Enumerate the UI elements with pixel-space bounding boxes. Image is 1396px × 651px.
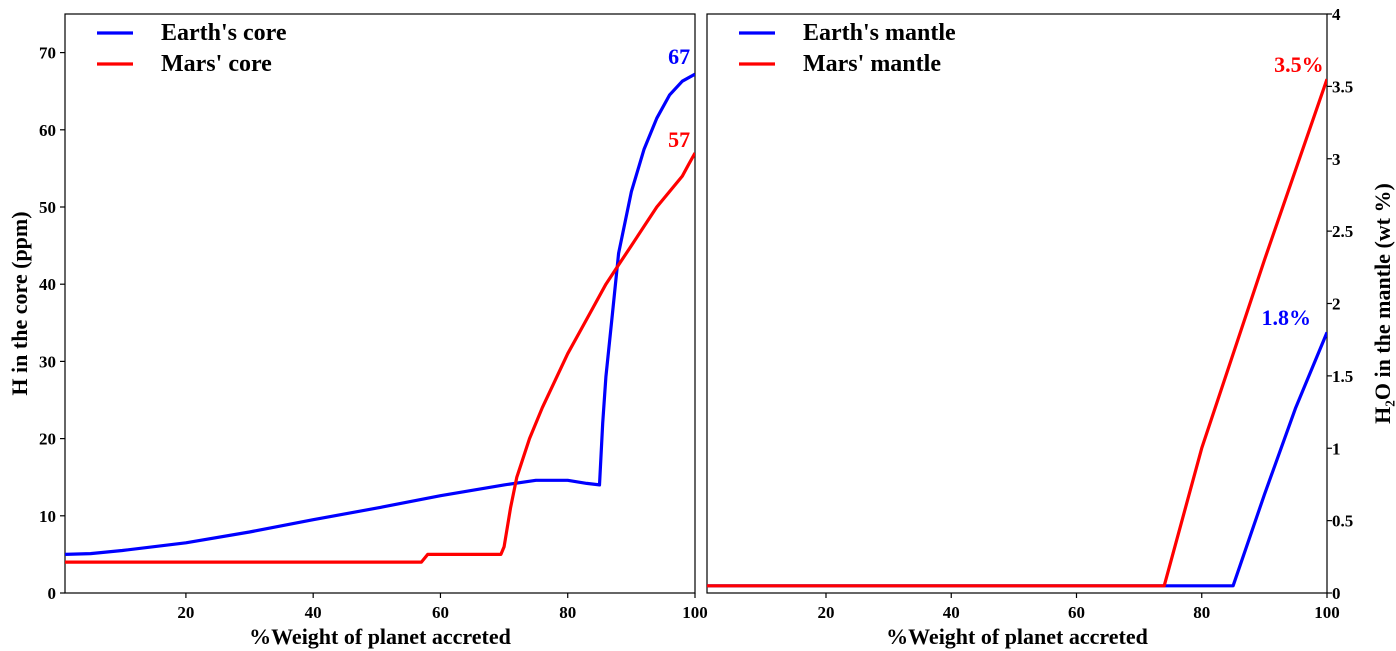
y-tick-label: 20	[39, 430, 56, 449]
y-tick-label: 10	[39, 507, 56, 526]
legend-label: Mars' mantle	[803, 51, 941, 77]
y-tick-label: 50	[39, 198, 56, 217]
x-axis-label: %Weight of planet accreted	[249, 624, 511, 649]
panel-left: 20 40 60 80 100 0 10 20 30 40 50 60 70 %Weight of pla…	[7, 13, 708, 649]
y-tick-label: 60	[39, 121, 56, 140]
y-tick-label: 0.5	[1332, 512, 1353, 531]
data-annotation: 3.5%	[1274, 52, 1324, 77]
y-tick-label: 0	[48, 584, 57, 603]
x-tick-label: 100	[1314, 603, 1340, 622]
y-tick-label: 30	[39, 352, 56, 371]
series-line-earth-s-core	[65, 72, 695, 556]
y-axis-label: H₂O in the mantle (wt %)	[1370, 183, 1395, 424]
plot-frame	[64, 13, 696, 594]
legend-label: Mars' core	[161, 51, 272, 77]
series-line-earth-s-mantle	[707, 331, 1327, 588]
y-tick-label: 0	[1332, 584, 1341, 603]
y-tick-label: 70	[39, 44, 56, 63]
x-tick-label: 20	[177, 603, 194, 622]
legend-label: Earth's mantle	[803, 20, 956, 46]
y-tick-label: 3	[1332, 150, 1341, 169]
x-tick-label: 80	[559, 603, 576, 622]
y-tick-label: 4	[1332, 5, 1341, 24]
series-line-mars-core	[65, 152, 695, 564]
data-annotation: 67	[668, 44, 690, 69]
data-annotation: 1.8%	[1262, 305, 1312, 330]
y-tick-label: 40	[39, 275, 56, 294]
y-tick-label: 2	[1332, 295, 1341, 314]
legend-label: Earth's core	[161, 20, 287, 46]
x-tick-label: 100	[682, 603, 708, 622]
x-tick-label: 80	[1193, 603, 1210, 622]
x-tick-label: 60	[1068, 603, 1085, 622]
y-tick-label: 1.5	[1332, 367, 1353, 386]
series-line-mars-mantle	[707, 78, 1327, 588]
y-tick-label: 1	[1332, 439, 1341, 458]
x-tick-label: 40	[305, 603, 322, 622]
y-axis-label: H in the core (ppm)	[7, 211, 32, 395]
plot-frame	[706, 13, 1328, 594]
y-tick-label: 2.5	[1332, 222, 1353, 241]
y-tick-label: 3.5	[1332, 77, 1353, 96]
x-axis-label: %Weight of planet accreted	[886, 624, 1148, 649]
x-tick-label: 20	[817, 603, 834, 622]
x-tick-label: 60	[432, 603, 449, 622]
x-tick-label: 40	[943, 603, 960, 622]
data-annotation: 57	[668, 127, 690, 152]
